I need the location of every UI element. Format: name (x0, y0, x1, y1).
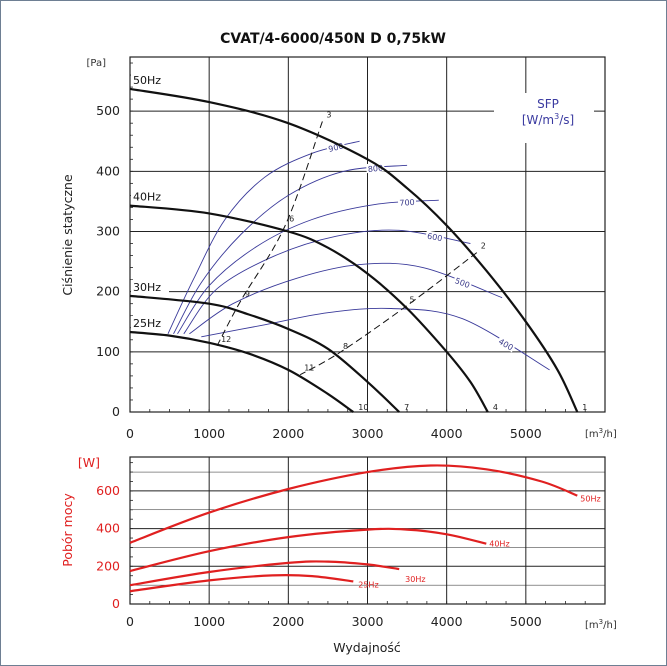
system-curve (216, 121, 323, 347)
sfp-legend-bg (494, 93, 594, 143)
sfp-curve-label: 700 (399, 198, 415, 208)
chart-title: CVAT/4-6000/450N D 0,75kW (220, 31, 446, 47)
sfp-curve-label: 600 (426, 232, 443, 244)
operating-point-label: 4 (493, 403, 498, 412)
y-unit-label: [W] (78, 455, 100, 470)
curve-label-bg (131, 189, 169, 203)
power-curve-label: 25Hz (358, 580, 378, 589)
power-curve-25Hz (129, 573, 354, 593)
sfp-curve-label: 800 (367, 164, 383, 174)
fan-curve-40Hz (129, 204, 489, 413)
power-curve-40Hz (129, 527, 487, 573)
operating-point-label: 3 (326, 110, 331, 119)
sfp-label-bg (452, 274, 473, 290)
x-tick-label: 1000 (193, 614, 225, 629)
x-tick-label: 2000 (272, 614, 304, 629)
y-tick-label: 100 (96, 344, 120, 359)
sfp-curve-500 (189, 262, 503, 335)
operating-point-label: 5 (410, 296, 415, 305)
power-curve-30Hz (129, 560, 400, 587)
x-unit-label: [m3/h] (585, 618, 617, 631)
sfp-label-bg (365, 162, 385, 174)
y-tick-label: 200 (96, 284, 120, 299)
y-tick-label: 400 (96, 521, 120, 536)
y-unit-label: [Pa] (86, 58, 106, 69)
operating-point-label: 2 (481, 242, 486, 251)
operating-point-label: 12 (221, 335, 231, 344)
x-tick-label: 0 (126, 426, 134, 441)
x-tick-label: 2000 (272, 426, 304, 441)
fan-curve-label: 40Hz (133, 191, 161, 204)
y-axis-label: Pobór mocy (60, 493, 75, 567)
x-tick-label: 1000 (193, 426, 225, 441)
sfp-label-bg (425, 230, 445, 243)
plot-border (129, 456, 606, 605)
plot-border (129, 56, 606, 413)
fan-curve-25Hz (129, 330, 354, 413)
operating-point-label: 1 (582, 403, 587, 412)
x-tick-label: 3000 (352, 426, 384, 441)
x-tick-label: 4000 (431, 614, 463, 629)
power-curve-50Hz (129, 464, 578, 544)
fan-curve-label: 30Hz (133, 281, 161, 294)
power-curve-label: 30Hz (405, 575, 425, 584)
fan-curve-label: 25Hz (133, 317, 161, 330)
y-tick-label: 300 (96, 223, 120, 238)
power-curve-label: 40Hz (489, 540, 509, 549)
sfp-curve-600 (183, 229, 471, 335)
fan-curve-label: 50Hz (133, 74, 161, 87)
operating-point-label: 6 (289, 214, 294, 223)
curve-label-bg (131, 315, 169, 329)
x-tick-label: 3000 (352, 614, 384, 629)
y-tick-label: 400 (96, 163, 120, 178)
x-unit-label: [m3/h] (585, 427, 617, 440)
sfp-label-bg (496, 335, 517, 353)
power-curve-label: 50Hz (580, 495, 600, 504)
x-tick-label: 0 (126, 614, 134, 629)
y-tick-label: 600 (96, 483, 120, 498)
x-tick-label: 5000 (510, 426, 542, 441)
operating-point-label: 8 (343, 342, 348, 351)
sfp-curve-800 (173, 164, 408, 335)
operating-point-label: 11 (304, 364, 314, 373)
sfp-legend-unit: [W/m3/s] (522, 112, 574, 127)
x-axis-label: Wydajność (333, 640, 401, 655)
y-axis-label: Ciśnienie statyczne (60, 174, 75, 296)
y-tick-label: 500 (96, 103, 120, 118)
y-tick-label: 0 (112, 404, 120, 419)
curve-label-bg (131, 72, 169, 86)
sfp-curve-400 (201, 307, 550, 371)
sfp-legend-title: SFP (537, 97, 559, 111)
sfp-label-bg (397, 196, 417, 207)
sfp-curve-900 (167, 140, 360, 334)
x-tick-label: 4000 (431, 426, 463, 441)
operating-point-label: 10 (358, 403, 368, 412)
sfp-label-bg (325, 140, 346, 154)
power-chart: 0 1000 2000 3000 4000 5000 0 200 400 600 [W] [m3/h]… (60, 455, 617, 655)
fan-curve-30Hz (129, 294, 400, 413)
x-tick-label: 5000 (510, 614, 542, 629)
system-curve (299, 252, 478, 376)
operating-point-label: 7 (404, 403, 409, 412)
sfp-curve-700 (177, 199, 439, 335)
y-tick-label: 0 (112, 596, 120, 611)
curve-label-bg (131, 279, 169, 293)
y-tick-label: 200 (96, 558, 120, 573)
operating-point-label: 9 (245, 290, 250, 299)
fan-curve-50Hz (129, 87, 579, 413)
